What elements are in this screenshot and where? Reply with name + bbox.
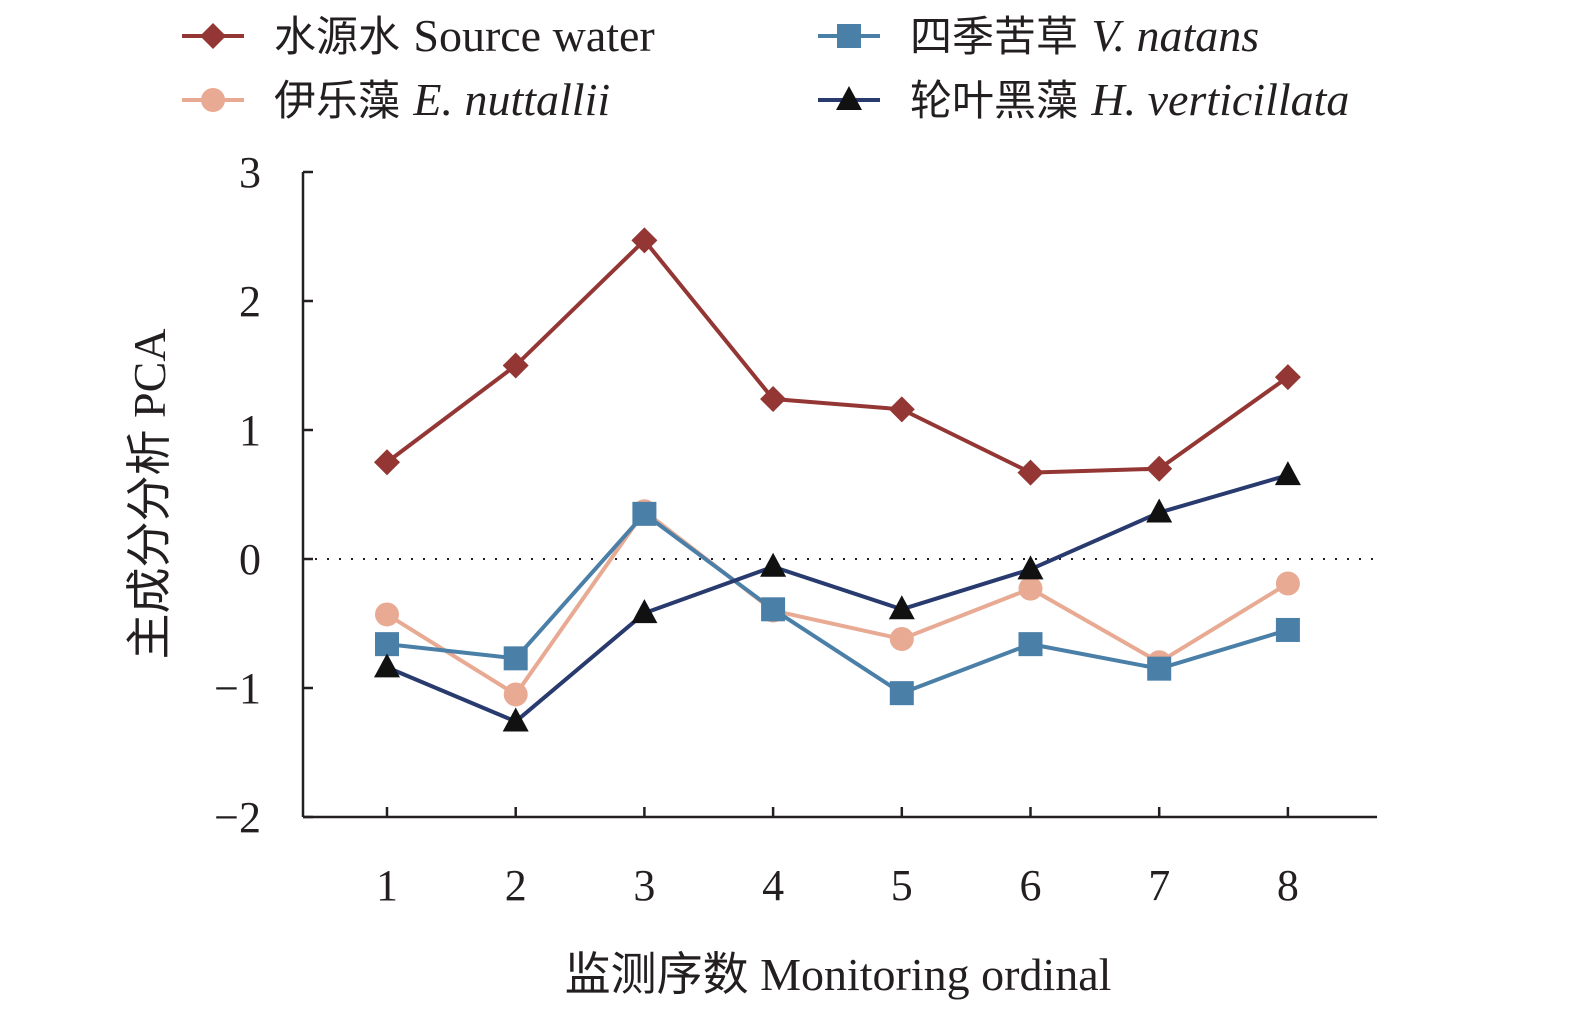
data-point bbox=[1275, 571, 1300, 596]
data-point bbox=[1018, 632, 1043, 657]
y-tick-label: 3 bbox=[239, 148, 261, 197]
legend-marker bbox=[837, 24, 861, 48]
data-point bbox=[632, 501, 657, 526]
y-axis-title: 主成分分析 PCA bbox=[124, 329, 175, 660]
series-source-water bbox=[374, 227, 1301, 486]
x-tick-label: 8 bbox=[1277, 861, 1299, 910]
legend-item: 轮叶黑藻 H. verticillata bbox=[818, 74, 1349, 125]
data-point bbox=[503, 682, 528, 707]
data-point bbox=[1146, 498, 1173, 523]
legend-marker bbox=[200, 23, 226, 49]
legend-item: 伊乐藻 E. nuttallii bbox=[182, 74, 610, 125]
legend-item: 四季苦草 V. natans bbox=[818, 10, 1259, 61]
data-point bbox=[631, 227, 658, 254]
data-point bbox=[375, 602, 399, 627]
data-point bbox=[888, 396, 915, 423]
x-tick-label: 5 bbox=[891, 861, 913, 910]
legend-label: 伊乐藻 E. nuttallii bbox=[274, 74, 610, 125]
x-axis-title: 监测序数 Monitoring ordinal bbox=[565, 949, 1112, 1000]
data-point bbox=[502, 352, 529, 379]
series-line bbox=[385, 509, 1289, 697]
x-tick-label: 4 bbox=[762, 861, 784, 910]
data-point bbox=[1147, 656, 1172, 681]
data-point bbox=[374, 653, 400, 678]
data-point bbox=[374, 449, 400, 476]
data-point bbox=[1275, 617, 1300, 642]
y-tick-label: 1 bbox=[239, 406, 261, 455]
y-tick-label: 2 bbox=[239, 277, 261, 326]
data-point bbox=[502, 707, 529, 732]
y-tick-label: −2 bbox=[214, 793, 261, 842]
data-point bbox=[1274, 364, 1301, 391]
data-point bbox=[1274, 461, 1301, 486]
legend-label: 水源水 Source water bbox=[274, 10, 655, 61]
series-h-verticillata bbox=[374, 461, 1301, 732]
data-point bbox=[1017, 555, 1044, 580]
data-point bbox=[503, 646, 528, 671]
legend-item: 水源水 Source water bbox=[182, 10, 655, 61]
data-point bbox=[1146, 455, 1173, 482]
legend-marker bbox=[201, 88, 225, 112]
legend-label: 轮叶黑藻 H. verticillata bbox=[910, 74, 1349, 125]
data-point bbox=[375, 632, 399, 657]
legend: 水源水 Source water 伊乐藻 E. nuttallii 四季苦草 V. … bbox=[182, 10, 1349, 125]
x-tick-label: 6 bbox=[1020, 861, 1042, 910]
data-point bbox=[889, 681, 914, 706]
series-line bbox=[386, 473, 1289, 724]
data-point bbox=[1018, 576, 1043, 601]
data-point bbox=[760, 386, 787, 413]
data-point bbox=[761, 597, 786, 622]
data-point bbox=[631, 599, 658, 624]
legend-label: 四季苦草 V. natans bbox=[910, 10, 1259, 61]
data-point bbox=[760, 552, 787, 577]
data-point bbox=[888, 595, 915, 620]
series-v-natans bbox=[375, 501, 1300, 706]
axes: −2 −1 0 1 2 3 1 2 3 4 5 6 7 8 bbox=[214, 148, 1377, 910]
data-point bbox=[889, 626, 914, 651]
x-tick-label: 2 bbox=[505, 861, 527, 910]
legend-marker bbox=[836, 86, 862, 110]
x-tick-label: 7 bbox=[1148, 861, 1170, 910]
series-layer bbox=[374, 227, 1301, 732]
y-tick-label: −1 bbox=[214, 664, 261, 713]
data-point bbox=[1017, 459, 1044, 486]
series-line bbox=[386, 511, 1289, 696]
series-line bbox=[385, 238, 1290, 475]
y-tick-label: 0 bbox=[239, 535, 261, 584]
x-tick-label: 3 bbox=[633, 861, 655, 910]
x-tick-label: 1 bbox=[376, 861, 398, 910]
